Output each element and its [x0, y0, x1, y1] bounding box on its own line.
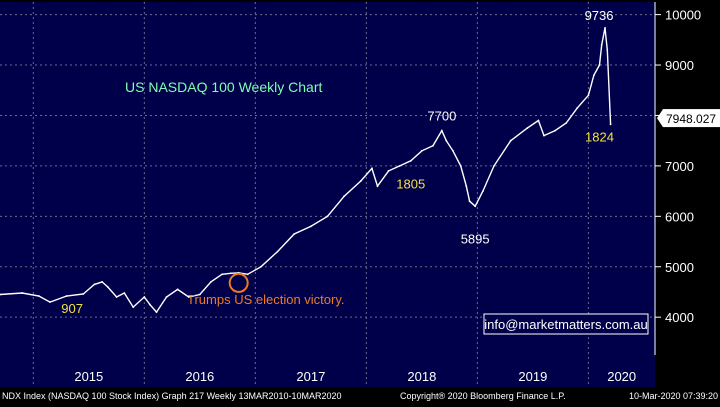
annotation-label: 1805 [396, 177, 425, 192]
watermark-text: info@marketmatters.com.au [484, 317, 647, 332]
data-point [576, 107, 579, 109]
last-price-pointer [657, 109, 663, 128]
data-point [604, 27, 606, 29]
data-point [440, 129, 443, 132]
data-point [187, 296, 190, 298]
data-point [465, 185, 468, 187]
data-point [165, 296, 168, 298]
footer-left: NDX Index (NASDAQ 100 Stock Index) Graph… [2, 391, 342, 401]
data-point [148, 303, 151, 306]
watermark-box [483, 313, 649, 335]
data-point [176, 288, 179, 291]
data-point [49, 301, 51, 303]
data-point [509, 139, 512, 142]
data-point [115, 296, 118, 298]
data-point [452, 149, 454, 152]
data-point [123, 292, 126, 294]
annotation-label: 7700 [427, 109, 456, 124]
last-price-box [663, 109, 720, 128]
data-point [21, 292, 24, 294]
data-point [221, 273, 223, 276]
y-tick-label: 10000 [665, 8, 701, 23]
data-point [210, 280, 212, 283]
data-point [526, 127, 529, 129]
data-point [398, 164, 401, 167]
last-price-label: 7948.027 [666, 112, 716, 126]
data-point [155, 311, 158, 314]
data-point [276, 250, 279, 253]
x-axis-band [0, 355, 655, 387]
y-tick-label: 5000 [665, 260, 694, 275]
x-tick-label: 2018 [407, 369, 436, 384]
plot-area [0, 2, 655, 355]
data-point [359, 180, 362, 182]
x-tick-label: 2015 [74, 369, 103, 384]
data-point [376, 185, 379, 187]
data-point [609, 123, 612, 126]
data-point [309, 225, 312, 228]
annotation-label: 9736 [585, 8, 614, 23]
data-point [343, 195, 346, 198]
footer-right: 10-Mar-2020 07:39:20 [629, 391, 718, 401]
data-point [293, 233, 296, 235]
annotation-label: 1824 [585, 130, 614, 145]
data-point [474, 205, 477, 208]
data-point [445, 139, 448, 142]
data-point [387, 170, 390, 172]
data-point [432, 144, 434, 147]
x-tick-label: 2020 [607, 369, 636, 384]
annotation-label: 907 [61, 301, 83, 316]
data-point [93, 283, 96, 286]
data-point [101, 280, 104, 283]
data-point [371, 167, 373, 170]
data-point [259, 265, 262, 268]
data-point [65, 295, 68, 297]
x-tick-label: 2019 [518, 369, 547, 384]
data-point [537, 119, 540, 122]
y-tick-label: 6000 [665, 209, 694, 224]
footer-center: Copyright® 2020 Bloomberg Finance L.P. [400, 391, 566, 401]
annotation-label: Trumps US election victory. [187, 292, 345, 307]
data-point [598, 64, 601, 66]
data-point [420, 149, 423, 152]
annotation-label: 5895 [461, 232, 490, 247]
chart-title: US NASDAQ 100 Weekly Chart [125, 79, 322, 95]
data-point [587, 94, 590, 97]
data-point [230, 272, 232, 275]
data-point [554, 129, 556, 132]
data-point [37, 295, 40, 297]
data-point [600, 43, 603, 46]
data-point [493, 164, 495, 167]
data-point [593, 74, 595, 77]
data-point [409, 159, 412, 162]
data-point [606, 49, 609, 51]
data-point [106, 286, 109, 288]
data-point [82, 293, 85, 295]
data-point [246, 273, 249, 276]
data-point [198, 293, 201, 296]
data-point [459, 164, 462, 167]
x-tick-label: 2016 [185, 369, 214, 384]
election-marker-circle [228, 272, 249, 293]
data-point [0, 293, 1, 296]
y-tick-label: 9000 [665, 58, 694, 73]
footer-bar [0, 388, 720, 402]
data-point [468, 200, 471, 203]
y-tick-label: 7000 [665, 159, 694, 174]
data-point [543, 134, 545, 137]
data-point [326, 215, 329, 218]
y-tick-label: 4000 [665, 310, 694, 325]
x-tick-label: 2017 [296, 369, 325, 384]
data-point [565, 122, 568, 124]
data-point [132, 306, 135, 308]
data-point [143, 296, 146, 298]
data-point [482, 190, 484, 193]
